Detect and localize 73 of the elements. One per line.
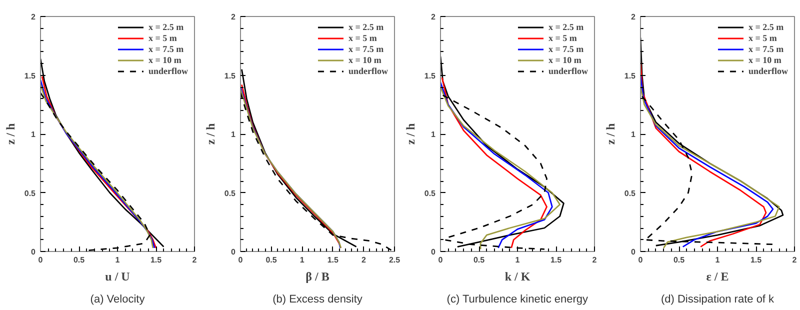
legend-label: x = 2.5 m [548,22,584,32]
y-tick-label: 2 [631,12,636,22]
x-tick-label: 0.5 [73,256,86,264]
y-tick-label: 0.5 [424,188,436,198]
y-tick-label: 1.5 [224,71,236,80]
y-tick-label: 1 [31,130,36,139]
x-tick-label: 1.5 [327,256,340,264]
x-tick-label: 0.5 [266,256,278,264]
y-tick-label: 1 [231,130,236,139]
x-tick-label: 1.5 [750,256,762,264]
y-axis-title: z / h [603,123,618,145]
x-tick-label: 1.5 [150,256,162,264]
y-tick-label: 2 [31,12,36,22]
x-tick-label: 1 [300,256,305,264]
x-axis-title: β / B [306,270,330,284]
legend-label: x = 10 m [148,55,182,65]
x-tick-label: 0 [38,256,44,264]
x-tick-label: 0.5 [673,256,686,264]
legend-label: underflow [148,66,188,76]
legend-label: x = 2.5 m [148,22,184,32]
y-tick-label: 0 [631,248,636,256]
y-tick-label: 0 [231,248,236,256]
x-tick-label: 0 [638,256,644,264]
text: (c) Turbulence kinetic energy [446,294,589,306]
legend-label: x = 7.5 m [548,44,584,54]
x-tick-label: 2 [792,256,798,264]
legend-label: x = 5 m [548,33,577,43]
legend-label: x = 7.5 m [148,44,184,54]
legend-label: x = 7.5 m [748,44,784,54]
y-tick-label: 0.5 [624,188,636,198]
legend-label: x = 10 m [348,55,382,65]
y-tick-label: 0.5 [224,188,236,198]
text: (b) Excess density [272,294,363,306]
y-tick-label: 1.5 [624,71,636,80]
y-tick-label: 2 [431,12,436,22]
y-axis-title: z / h [203,123,218,145]
x-tick-label: 1 [715,256,720,264]
x-tick-label: 2 [192,256,198,264]
y-axis-title: z / h [3,123,18,145]
legend-label: x = 5 m [148,33,177,43]
x-tick-label: 0.5 [473,256,486,264]
legend-label: x = 10 m [748,55,782,65]
y-tick-label: 1.5 [24,71,36,80]
legend-label: underflow [748,66,788,76]
x-tick-label: 1.5 [550,256,562,264]
text: (a) Velocity [90,294,146,306]
y-tick-label: 0 [431,248,436,256]
text: (d) Dissipation rate of k [660,294,775,306]
y-tick-label: 0.5 [24,188,36,198]
x-tick-label: 0 [438,256,444,264]
legend-label: underflow [348,66,388,76]
x-tick-label: 0 [238,256,244,264]
x-axis-title: ε / E [706,270,729,284]
legend-label: x = 10 m [548,55,582,65]
y-tick-label: 1 [631,130,636,139]
x-tick-label: 1 [515,256,520,264]
x-axis-title: u / U [105,270,130,284]
y-tick-label: 0 [31,248,36,256]
y-tick-label: 2 [231,12,236,22]
legend-label: x = 7.5 m [348,44,384,54]
legend-label: x = 2.5 m [748,22,784,32]
legend-label: x = 5 m [748,33,777,43]
y-tick-label: 1.5 [424,71,436,80]
y-tick-label: 1 [431,130,436,139]
x-tick-label: 1 [115,256,120,264]
x-tick-label: 2 [592,256,598,264]
x-axis-title: k / K [504,270,531,284]
legend-label: underflow [548,66,588,76]
x-tick-label: 2.5 [388,256,401,264]
legend-label: x = 2.5 m [348,22,384,32]
legend-label: x = 5 m [348,33,377,43]
y-axis-title: z / h [403,123,418,145]
x-tick-label: 2 [361,256,366,264]
